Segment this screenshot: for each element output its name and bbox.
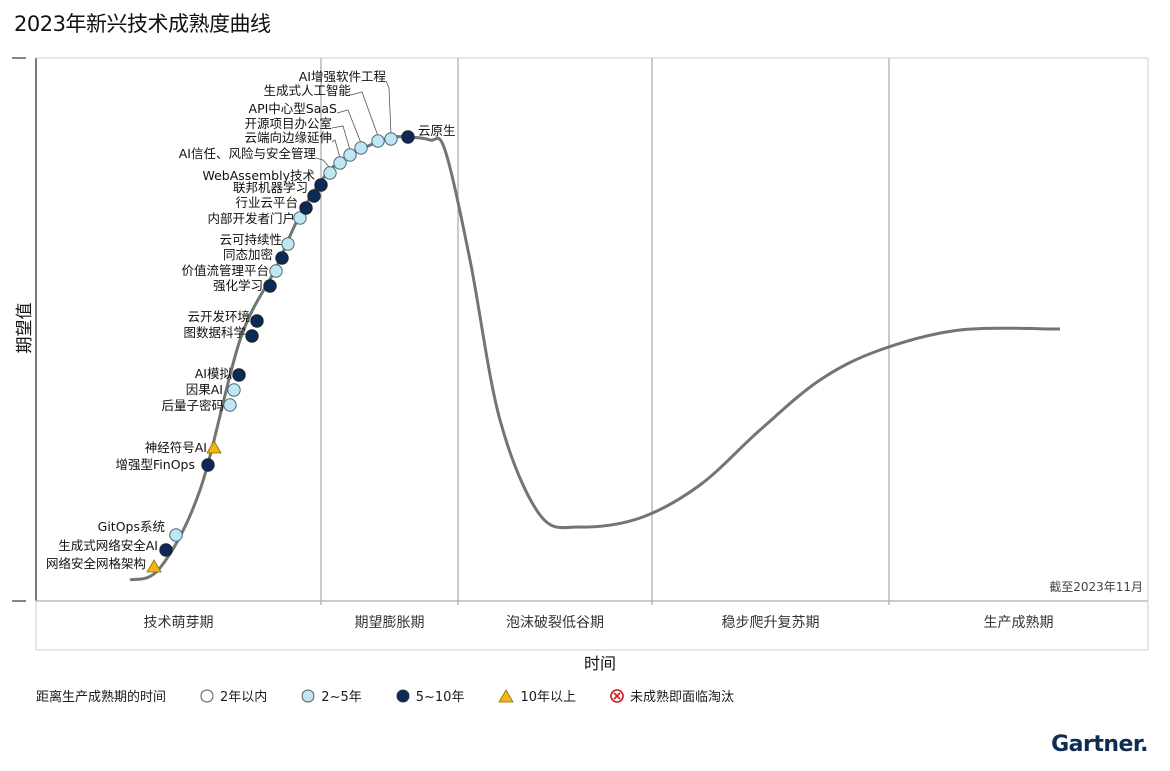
page-title: 2023年新兴技术成熟度曲线 (14, 12, 271, 36)
leader-line (315, 157, 331, 169)
hype-cycle-chart: 技术萌芽期 期望膨胀期 泡沫破裂低谷期 稳步爬升复苏期 生产成熟期 网络安全网格架构 生成… (12, 57, 1149, 673)
technology-marker (401, 130, 415, 144)
technology-marker (169, 528, 183, 542)
legend-label: 5~10年 (415, 690, 465, 705)
gartner-logo: Gartner. (1051, 732, 1148, 757)
technology-marker (206, 440, 222, 454)
technology-marker (227, 383, 241, 397)
legend-item-gt10: 10年以上 (498, 686, 576, 705)
leader-line (385, 80, 392, 135)
phase-label: 泡沫破裂低谷期 (506, 615, 604, 631)
legend-title: 距离生产成熟期的时间 (36, 690, 167, 705)
technology-marker (293, 211, 307, 225)
technology-marker (201, 458, 215, 472)
legend: 距离生产成熟期的时间 2年以内 2~5年 5~10年 10年以上 未成熟即面临淘… (36, 686, 768, 705)
chart-frame (12, 57, 1149, 651)
technology-marker (307, 189, 321, 203)
technology-marker (275, 251, 289, 265)
technology-marker (299, 201, 313, 215)
phase-label: 期望膨胀期 (355, 614, 425, 631)
light-blue-circle-icon (301, 689, 315, 702)
leader-line (331, 139, 341, 159)
legend-item-lt2: 2年以内 (200, 686, 267, 705)
technology-label: 云可持续性 (219, 232, 282, 247)
technology-label: 生成式人工智能 (263, 83, 351, 98)
technology-marker (263, 279, 277, 293)
technology-marker (314, 178, 328, 192)
phase-label: 生产成熟期 (984, 615, 1054, 631)
technology-label: 价值流管理平台 (181, 263, 269, 278)
dark-blue-circle-icon (396, 689, 410, 702)
technology-label: 内部开发者门户 (207, 211, 295, 226)
legend-label: 未成熟即面临淘汰 (630, 690, 735, 705)
technology-label: 联邦机器学习 (233, 180, 308, 195)
technology-marker (343, 148, 357, 162)
phase-band: 技术萌芽期 期望膨胀期 泡沫破裂低谷期 稳步爬升复苏期 生产成熟期 (144, 58, 1054, 631)
technology-marker (323, 166, 337, 180)
technology-marker (281, 237, 295, 251)
legend-item-5to10: 5~10年 (396, 686, 465, 705)
technology-marker (223, 398, 237, 412)
technology-label: 强化学习 (213, 278, 263, 293)
yellow-triangle-icon (498, 688, 515, 702)
technology-marker (146, 559, 162, 573)
technology-marker (384, 132, 398, 146)
technology-label: API中心型SaaS (249, 101, 338, 116)
leader-line (336, 109, 362, 144)
technology-label: 云端向边缘延伸 (244, 130, 332, 145)
legend-item-2to5: 2~5年 (301, 686, 362, 705)
technology-label: 同态加密 (223, 247, 273, 262)
technology-label: 因果AI (186, 382, 223, 397)
technology-marker (354, 141, 368, 155)
technology-label: WebAssembly技术 (202, 168, 315, 183)
technology-markers: 网络安全网格架构 生成式网络安全AI GitOps系统 增强型FinOps 神经符号AI… (46, 69, 456, 573)
technology-label: 后量子密码 (161, 398, 224, 413)
as-of-date: 截至2023年11月 (1049, 580, 1143, 594)
technology-marker (371, 134, 385, 148)
red-x-circle-icon (610, 688, 624, 703)
technology-label: 云开发环境 (187, 309, 250, 324)
technology-label: AI信任、风险与安全管理 (179, 146, 317, 161)
white-circle-icon (200, 689, 214, 702)
technology-marker (250, 314, 264, 328)
hype-curve (129, 135, 1061, 582)
legend-label: 2~5年 (321, 690, 362, 705)
technology-label: AI模拟 (195, 366, 233, 381)
technology-label: 图数据科学 (183, 325, 246, 340)
technology-marker (159, 543, 173, 557)
technology-label: GitOps系统 (98, 519, 165, 534)
technology-label: 开源项目办公室 (244, 116, 332, 131)
technology-marker (269, 264, 283, 278)
y-axis-label: 期望值 (15, 303, 35, 354)
leader-line (331, 125, 351, 151)
legend-item-obsolete: 未成熟即面临淘汰 (610, 686, 734, 705)
technology-label: 生成式网络安全AI (58, 538, 158, 553)
phase-label: 稳步爬升复苏期 (722, 614, 820, 631)
technology-marker (333, 156, 347, 170)
leader-line (350, 91, 379, 137)
x-axis-label: 时间 (584, 654, 616, 673)
technology-label: AI增强软件工程 (299, 69, 387, 84)
technology-label: 行业云平台 (235, 195, 298, 210)
technology-marker (245, 329, 259, 343)
phase-label: 技术萌芽期 (144, 615, 214, 631)
technology-label: 增强型FinOps (116, 457, 195, 472)
legend-label: 10年以上 (520, 690, 576, 705)
technology-label: 云原生 (418, 123, 456, 138)
technology-marker (232, 368, 246, 382)
legend-label: 2年以内 (220, 690, 268, 705)
technology-label: 网络安全网格架构 (46, 556, 146, 571)
technology-label: 神经符号AI (145, 440, 207, 455)
phase-band-border (35, 600, 1149, 651)
